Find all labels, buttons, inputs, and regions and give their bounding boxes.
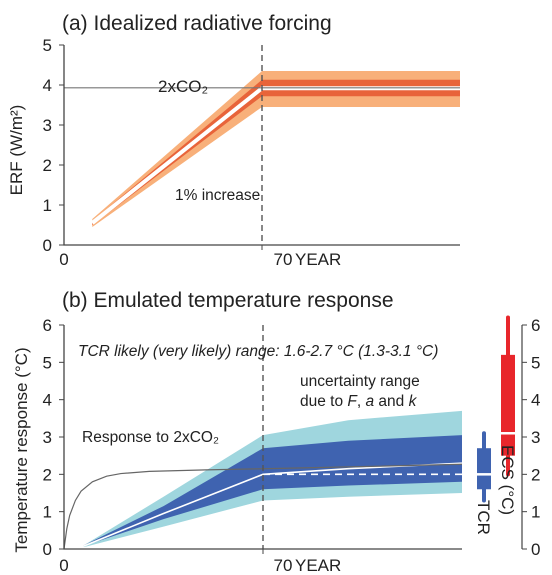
ecs-label: ECS (°C) — [498, 445, 517, 515]
panel-a-reference-label: 2xCO₂ — [158, 77, 208, 96]
panel-a-y-ticks: 0 1 2 3 4 5 — [43, 36, 263, 255]
right-axis-tick-label: 5 — [531, 353, 540, 372]
tcr-label: TCR — [474, 500, 493, 535]
panel-a-ytick-label: 5 — [43, 36, 52, 55]
panel-b-ytick-label: 6 — [43, 316, 52, 335]
panel-b-right-axis: 0 1 2 3 4 5 6 — [521, 316, 540, 559]
uncertainty-a: a — [366, 393, 375, 410]
panel-b-y-ticks: 0 1 2 3 4 5 6 — [43, 316, 264, 559]
uncertainty-k: k — [409, 393, 418, 410]
panel-a-xtick-0: 0 — [59, 250, 68, 269]
panel-b-ylabel: Temperature response (°C) — [12, 347, 31, 552]
erf-likely-band — [92, 79, 461, 225]
right-axis-tick-label: 1 — [531, 503, 540, 522]
uncertainty-sep2: and — [374, 393, 408, 410]
TCR-likely — [477, 448, 491, 490]
panel-b-xlabel: YEAR — [295, 556, 341, 575]
panel-b-ytick-label: 2 — [43, 465, 52, 484]
panel-b-ytick-label: 5 — [43, 353, 52, 372]
panel-a-title: (a) Idealized radiative forcing — [62, 12, 332, 35]
panel-b-xtick-0: 0 — [59, 556, 68, 575]
panel-a-ylabel: ERF (W/m²) — [7, 105, 26, 196]
uncertainty-prefix: due to — [300, 393, 347, 410]
panel-a-ytick-label: 2 — [43, 156, 52, 175]
panel-b-ytick-label: 4 — [43, 391, 52, 410]
panel-b-step-label: Response to 2xCO₂ — [82, 429, 219, 446]
panel-a-xlabel: YEAR — [295, 250, 341, 269]
right-axis-tick-label: 2 — [531, 465, 540, 484]
panel-a-ytick-label: 0 — [43, 236, 52, 255]
panel-b-axes — [63, 325, 462, 550]
panel-a-ytick-label: 4 — [43, 76, 52, 95]
panel-a: (a) Idealized radiative forcing ERF (W/m… — [7, 12, 461, 269]
right-axis-tick-label: 4 — [531, 391, 540, 410]
panel-b-plot — [63, 325, 463, 550]
uncertainty-F: F — [347, 393, 358, 410]
temp-likely-band — [83, 435, 463, 547]
panel-b-ytick-label: 3 — [43, 428, 52, 447]
panel-b-whiskers — [477, 315, 515, 503]
uncertainty-sep1: , — [357, 393, 366, 410]
panel-b-ytick-label: 1 — [43, 503, 52, 522]
erf-central-line — [91, 86, 460, 225]
right-axis-tick-label: 3 — [531, 428, 540, 447]
panel-a-xtick-70: 70 — [274, 250, 293, 269]
panel-b-tcr-annotation: TCR likely (very likely) range: 1.6-2.7 … — [78, 343, 438, 360]
panel-b: (b) Emulated temperature response Temper… — [12, 289, 540, 575]
panel-a-plot — [63, 45, 461, 246]
panel-a-series-label: 1% increase — [175, 187, 260, 204]
right-axis-tick-label: 0 — [531, 540, 540, 559]
panel-a-ytick-label: 3 — [43, 116, 52, 135]
panel-b-uncertainty-line2: due to F, a and k — [300, 393, 418, 410]
panel-b-ytick-label: 0 — [43, 540, 52, 559]
right-axis-tick-label: 6 — [531, 316, 540, 335]
ECS (°C)-likely — [501, 354, 515, 456]
panel-b-title: (b) Emulated temperature response — [62, 289, 394, 312]
panel-a-axes — [63, 45, 460, 246]
panel-b-uncertainty-line1: uncertainty range — [300, 373, 420, 390]
panel-b-xtick-70: 70 — [274, 556, 293, 575]
panel-a-ytick-label: 1 — [43, 196, 52, 215]
